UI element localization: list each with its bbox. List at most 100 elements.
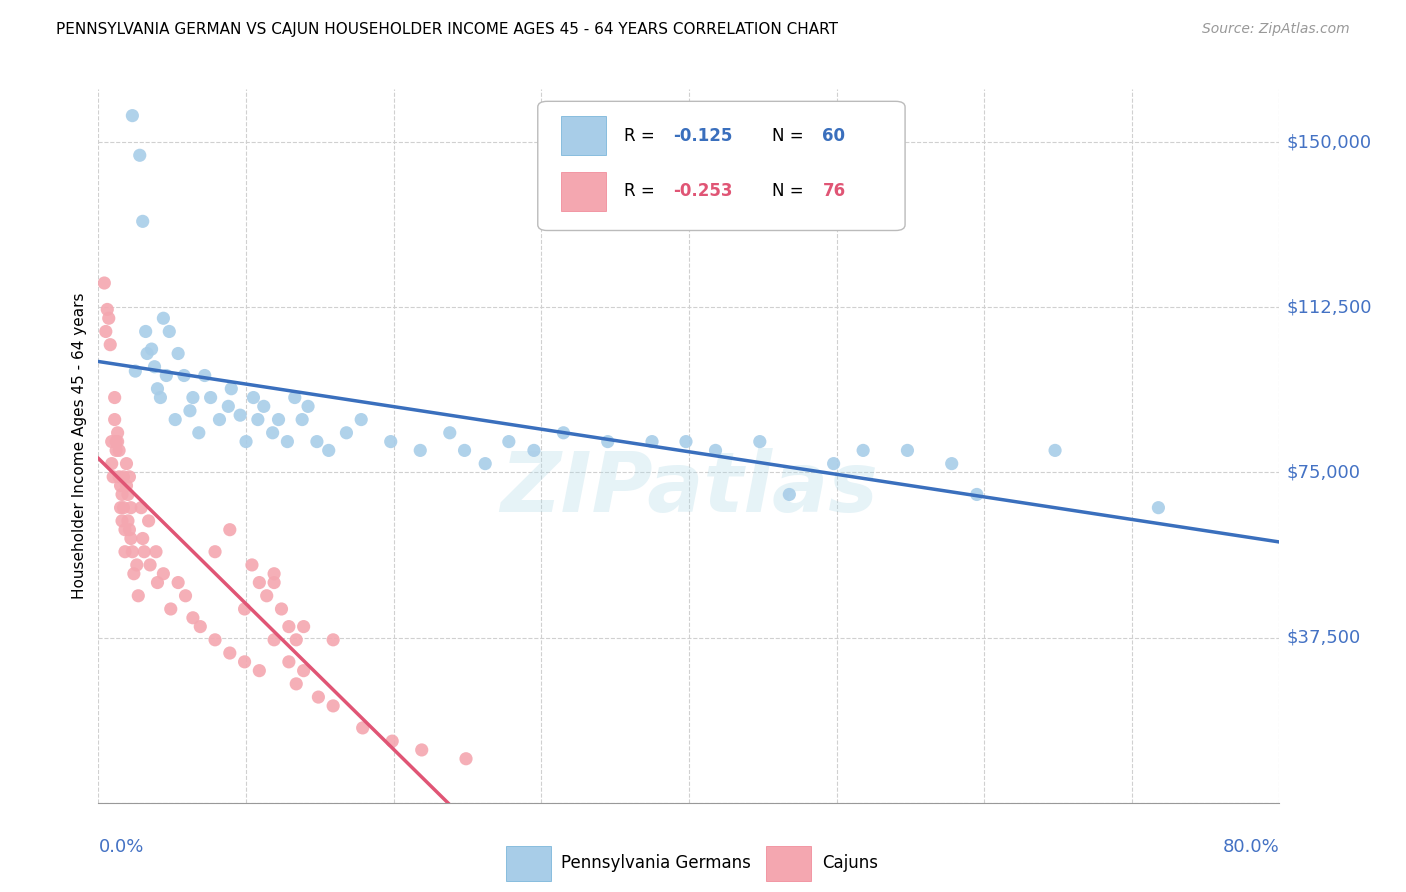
Point	[107, 425, 129, 440]
Point	[219, 382, 242, 396]
Point	[453, 443, 475, 458]
Point	[200, 391, 222, 405]
Text: N =: N =	[772, 182, 808, 200]
Point	[204, 632, 226, 647]
Point	[322, 632, 344, 647]
Point	[307, 690, 329, 704]
Point	[352, 721, 374, 735]
Point	[115, 457, 138, 471]
Point	[108, 443, 131, 458]
Point	[966, 487, 988, 501]
Point	[108, 470, 131, 484]
Point	[121, 545, 143, 559]
Point	[96, 302, 118, 317]
Point	[111, 514, 134, 528]
Point	[112, 500, 135, 515]
Point	[118, 470, 141, 484]
Text: $112,500: $112,500	[1286, 298, 1372, 317]
Point	[233, 602, 256, 616]
Point	[896, 443, 918, 458]
Point	[165, 412, 187, 426]
Point	[118, 523, 141, 537]
Text: 80.0%: 80.0%	[1223, 838, 1279, 856]
Point	[132, 532, 155, 546]
Point	[188, 619, 211, 633]
Point	[276, 434, 298, 449]
Point	[641, 434, 664, 449]
Point	[167, 575, 190, 590]
Point	[409, 443, 432, 458]
Point	[100, 457, 122, 471]
Point	[263, 632, 285, 647]
Text: Source: ZipAtlas.com: Source: ZipAtlas.com	[1202, 22, 1350, 37]
Point	[262, 425, 284, 440]
Point	[253, 400, 276, 414]
Point	[263, 575, 285, 590]
Point	[247, 575, 270, 590]
Point	[93, 276, 115, 290]
Point	[305, 434, 328, 449]
Point	[1147, 500, 1170, 515]
Point	[104, 412, 127, 426]
Point	[439, 425, 461, 440]
Point	[149, 391, 172, 405]
Point	[218, 523, 240, 537]
Point	[498, 434, 520, 449]
FancyBboxPatch shape	[537, 102, 905, 230]
Point	[146, 575, 169, 590]
Text: R =: R =	[624, 127, 659, 145]
Point	[292, 664, 315, 678]
Point	[139, 558, 162, 572]
Point	[125, 558, 148, 572]
Point	[218, 646, 240, 660]
Point	[322, 698, 344, 713]
Point	[291, 412, 314, 426]
Point	[675, 434, 697, 449]
Point	[229, 408, 252, 422]
Point	[105, 443, 128, 458]
Point	[122, 566, 145, 581]
Point	[778, 487, 800, 501]
Point	[235, 434, 257, 449]
Point	[411, 743, 433, 757]
Point	[217, 400, 239, 414]
Point	[152, 566, 174, 581]
Point	[174, 589, 197, 603]
Point	[1043, 443, 1066, 458]
Text: N =: N =	[772, 127, 808, 145]
Point	[107, 434, 129, 449]
Point	[167, 346, 190, 360]
Point	[181, 391, 204, 405]
Point	[335, 425, 357, 440]
Point	[181, 611, 204, 625]
Point	[111, 487, 134, 501]
Point	[128, 148, 150, 162]
Point	[256, 589, 278, 603]
Point	[134, 545, 156, 559]
Point	[143, 359, 166, 374]
Point	[157, 325, 180, 339]
Text: ZIPatlas: ZIPatlas	[501, 449, 877, 529]
Point	[146, 382, 169, 396]
Text: $150,000: $150,000	[1286, 133, 1372, 151]
Point	[941, 457, 963, 471]
Point	[350, 412, 373, 426]
Point	[104, 391, 127, 405]
Text: Pennsylvania Germans: Pennsylvania Germans	[561, 855, 751, 872]
Point	[120, 532, 142, 546]
Point	[277, 655, 299, 669]
Point	[553, 425, 575, 440]
Point	[474, 457, 496, 471]
Point	[284, 391, 307, 405]
Point	[132, 214, 155, 228]
Point	[129, 500, 152, 515]
Point	[204, 545, 226, 559]
Point	[155, 368, 177, 383]
Point	[114, 545, 136, 559]
Point	[117, 487, 139, 501]
Point	[208, 412, 231, 426]
Point	[233, 655, 256, 669]
Point	[267, 412, 290, 426]
Point	[285, 677, 308, 691]
Text: $37,500: $37,500	[1286, 629, 1361, 647]
